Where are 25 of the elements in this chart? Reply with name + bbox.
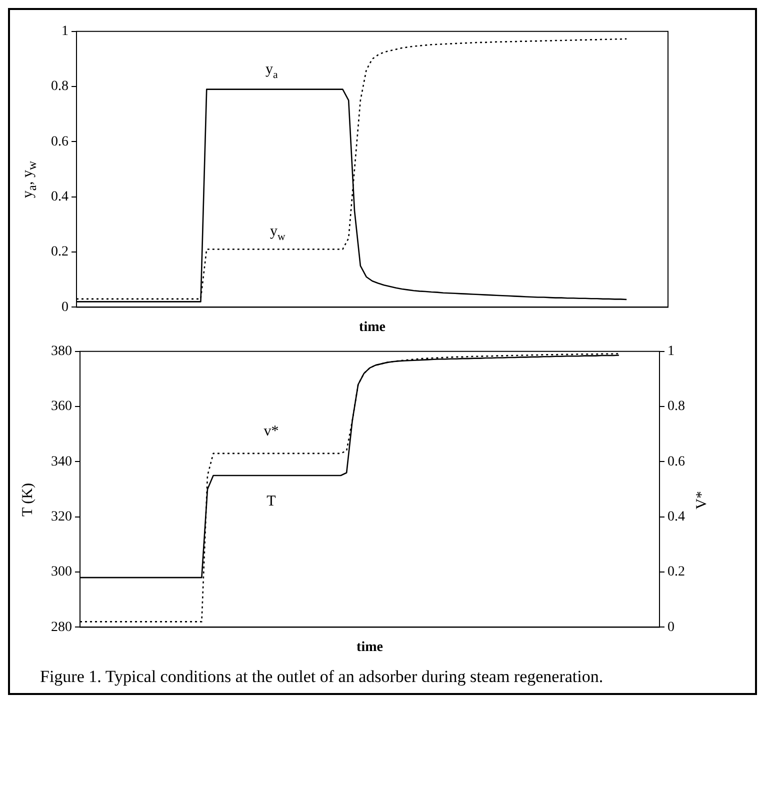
y-tick-label: 0.8 — [51, 79, 68, 94]
y2-tick-label: 0 — [668, 620, 674, 635]
y-tick-label: 320 — [51, 510, 72, 525]
y-axis-title: T (K) — [20, 483, 37, 517]
y2-tick-label: 0.4 — [668, 510, 685, 525]
y-tick-label: 360 — [51, 399, 72, 414]
caption: Figure 1. Typical conditions at the outlet of an adsorber during steam regeneration. — [40, 666, 604, 688]
x-axis-title: time — [356, 640, 383, 656]
y2-tick-label: 0.8 — [668, 399, 685, 414]
y-tick-label: 0 — [62, 300, 68, 315]
y-tick-label: 0.2 — [51, 244, 68, 260]
y-tick-label: 0.6 — [51, 134, 68, 150]
y2-tick-label: 0.2 — [668, 564, 685, 580]
y-tick-label: 300 — [51, 564, 72, 580]
y2-axis-title: V* — [694, 490, 711, 510]
y2-tick-label: 1 — [668, 344, 674, 360]
series-label: T — [266, 494, 276, 510]
y2-tick-label: 0.6 — [668, 454, 685, 470]
y-tick-label: 0.4 — [51, 190, 68, 205]
x-axis-title: time — [359, 320, 386, 336]
y-tick-label: 380 — [51, 344, 72, 360]
y-tick-label: 340 — [51, 454, 72, 470]
series-label: v* — [264, 423, 279, 440]
y-tick-label: 1 — [62, 24, 68, 40]
y-tick-label: 280 — [51, 620, 72, 635]
